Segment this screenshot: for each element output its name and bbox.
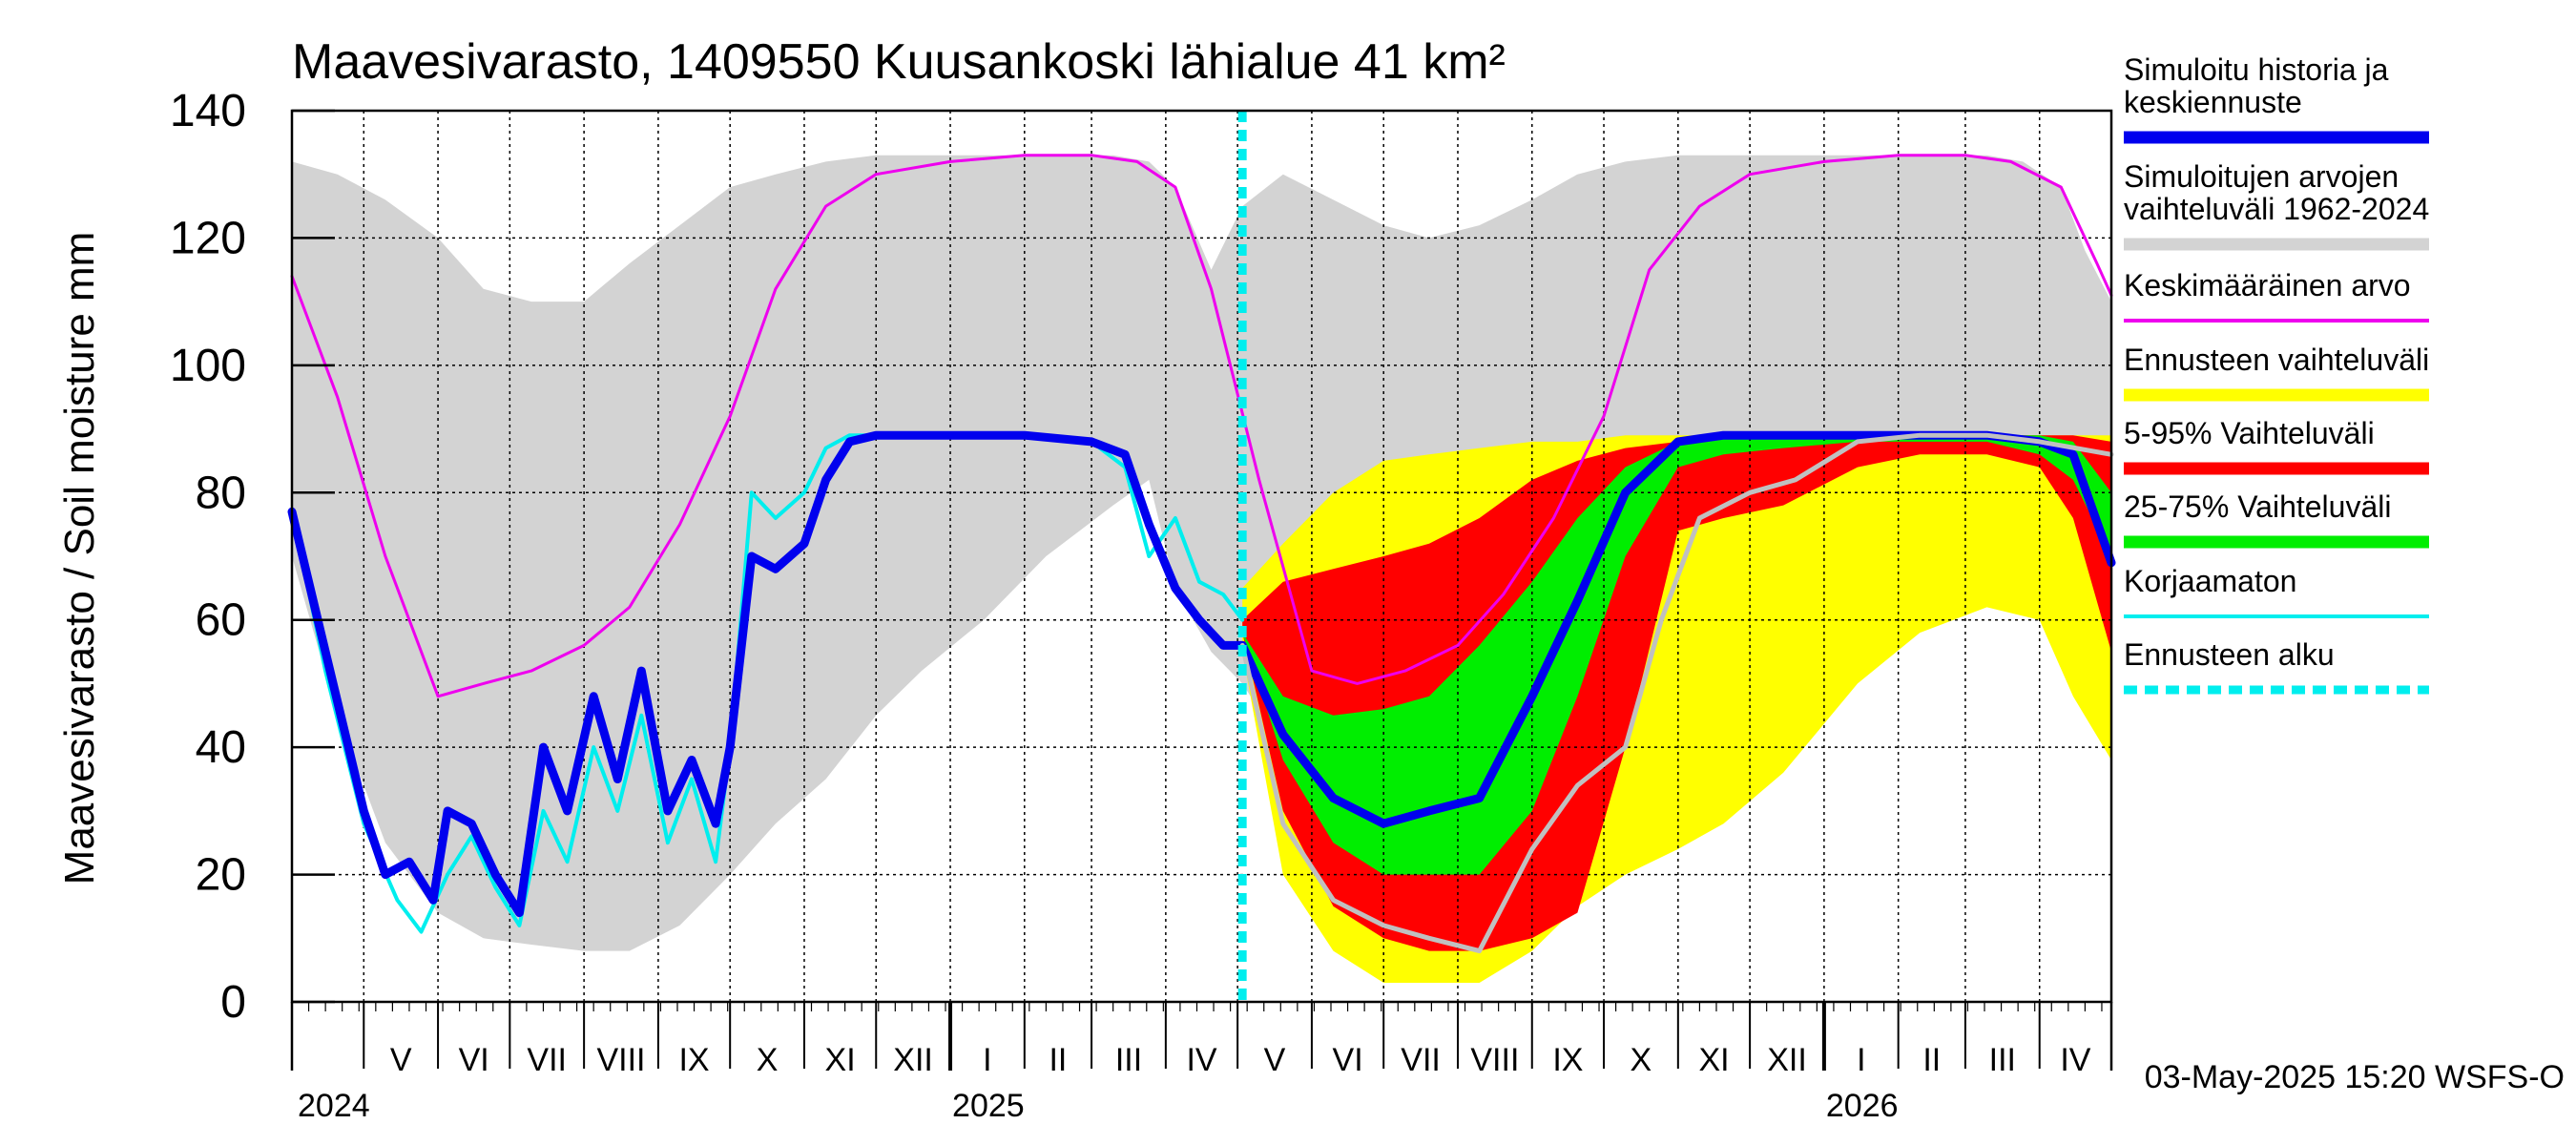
line-mean — [290, 154, 2113, 698]
line-uncorrected — [290, 433, 1245, 934]
x-year-label: 2025 — [952, 1088, 1025, 1124]
legend-item: 25-75% Vaihteluväli — [2124, 489, 2429, 549]
x-month-label: X — [757, 1042, 779, 1078]
y-tick-label: 20 — [196, 850, 246, 901]
legend-label: keskiennuste — [2124, 85, 2302, 119]
x-month-label: I — [983, 1042, 991, 1078]
line-sim-history — [287, 430, 1247, 918]
x-month-label: IV — [2060, 1042, 2090, 1078]
x-month-label: V — [390, 1042, 412, 1078]
x-month-label: XII — [893, 1042, 933, 1078]
timestamp: 03-May-2025 15:20 WSFS-O — [2145, 1059, 2565, 1095]
y-tick-label: 0 — [220, 977, 246, 1028]
y-tick-label: 80 — [196, 468, 246, 518]
x-month-label: II — [1922, 1042, 1941, 1078]
y-tick-label: 100 — [170, 341, 246, 391]
legend-item: Ennusteen vaihteluväli — [2124, 343, 2429, 402]
y-tick-label: 40 — [196, 722, 246, 773]
legend-label: Korjaamaton — [2124, 564, 2296, 598]
x-month-label: VII — [527, 1042, 567, 1078]
y-axis-label: Maavesivarasto / Soil moisture mm — [56, 232, 103, 885]
legend-item: Korjaamaton — [2124, 564, 2429, 618]
legend-label: Ennusteen vaihteluväli — [2124, 343, 2429, 377]
x-month-label: III — [1989, 1042, 2016, 1078]
x-month-label: VIII — [596, 1042, 645, 1078]
line-layer — [287, 111, 2116, 1002]
x-month-label: XI — [825, 1042, 856, 1078]
x-month-label: VII — [1401, 1042, 1441, 1078]
legend-item: Keskimääräinen arvo — [2124, 268, 2429, 323]
x-month-label: VI — [459, 1042, 489, 1078]
x-month-label: IX — [1552, 1042, 1583, 1078]
plot-frame — [290, 109, 2113, 1004]
x-month-label: II — [1049, 1042, 1067, 1078]
x-month-label: XII — [1767, 1042, 1807, 1078]
x-year-label: 2026 — [1826, 1088, 1899, 1124]
x-month-label: V — [1264, 1042, 1286, 1078]
line-example-scenario — [1239, 432, 2114, 954]
y-tick-label: 140 — [170, 86, 246, 136]
x-month-label: VIII — [1470, 1042, 1519, 1078]
y-tick-label: 120 — [170, 213, 246, 263]
band-p25-75 — [1242, 435, 2111, 875]
legend-label: Simuloitu historia ja — [2124, 52, 2389, 87]
x-year-label: 2024 — [298, 1088, 370, 1124]
legend-label: 5-95% Vaihteluväli — [2124, 416, 2375, 450]
legend-label: Simuloitujen arvojen — [2124, 159, 2399, 194]
chart-title: Maavesivarasto, 1409550 Kuusankoski lähi… — [292, 34, 1506, 90]
legend-item: 5-95% Vaihteluväli — [2124, 416, 2429, 475]
x-month-label: XI — [1698, 1042, 1729, 1078]
legend-label: 25-75% Vaihteluväli — [2124, 489, 2391, 524]
legend: Simuloitu historia jakeskiennusteSimuloi… — [2124, 52, 2429, 695]
x-month-label: I — [1857, 1042, 1865, 1078]
x-month-label: X — [1631, 1042, 1652, 1078]
legend-label: vaihteluväli 1962-2024 — [2124, 192, 2429, 226]
x-month-label: III — [1115, 1042, 1142, 1078]
legend-label: Ennusteen alku — [2124, 637, 2335, 672]
x-month-label: IV — [1186, 1042, 1216, 1078]
legend-label: Keskimääräinen arvo — [2124, 268, 2411, 302]
band-layer — [292, 155, 2111, 983]
x-month-label: VI — [1333, 1042, 1363, 1078]
x-month-label: IX — [678, 1042, 709, 1078]
y-tick-label: 60 — [196, 595, 246, 646]
legend-item: Ennusteen alku — [2124, 637, 2429, 695]
